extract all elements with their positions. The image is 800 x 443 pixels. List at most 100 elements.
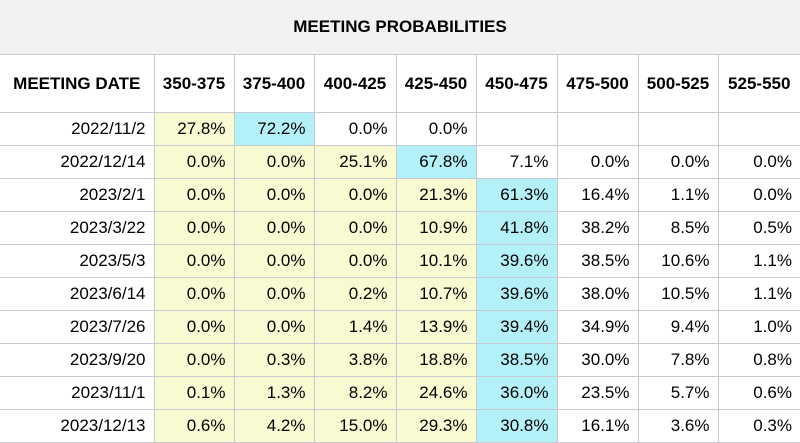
column-header-rate[interactable]: 525-550 [717,54,800,113]
column-header-rate[interactable]: 425-450 [395,54,477,113]
table-row: 2023/12/13 0.6% 4.2% 15.0% 29.3% 30.8% 16.1% 3.… [0,409,800,443]
probability-cell: 0.0% [717,178,800,212]
probability-cell: 0.0% [313,244,397,278]
probability-cell: 0.6% [153,409,235,443]
probability-cell: 13.9% [395,310,477,344]
probability-cell: 0.0% [153,178,235,212]
probability-cell: 0.6% [717,376,800,410]
table-row: 2023/3/22 0.0% 0.0% 0.0% 10.9% 41.8% 38.2% 8.5%… [0,211,800,245]
meeting-date-cell: 2023/12/13 [0,409,155,443]
probability-cell: 10.9% [395,211,477,245]
probability-cell [717,112,800,146]
probability-cell: 41.8% [475,211,558,245]
probability-cell: 0.0% [556,145,639,179]
meeting-date-cell: 2023/2/1 [0,178,155,212]
meeting-date-cell: 2023/6/14 [0,277,155,311]
probability-cell: 27.8% [153,112,235,146]
probability-cell: 0.0% [233,178,315,212]
probability-cell: 10.1% [395,244,477,278]
column-header-rate[interactable]: 475-500 [556,54,639,113]
probability-cell: 16.4% [556,178,639,212]
probability-cell: 7.8% [637,343,719,377]
column-header-meeting-date[interactable]: MEETING DATE [0,54,155,113]
column-header-rate[interactable]: 500-525 [637,54,719,113]
probability-cell: 0.5% [717,211,800,245]
table-row: 2023/7/26 0.0% 0.0% 1.4% 13.9% 39.4% 34.9% 9.4%… [0,310,800,344]
probability-cell: 0.2% [313,277,397,311]
probability-cell: 0.0% [313,211,397,245]
probability-cell: 21.3% [395,178,477,212]
probability-cell: 0.0% [637,145,719,179]
probability-cell: 10.5% [637,277,719,311]
probability-cell: 38.0% [556,277,639,311]
table-row: 2022/11/2 27.8% 72.2% 0.0% 0.0% [0,112,800,146]
probability-cell: 0.8% [717,343,800,377]
table-row: 2022/12/14 0.0% 0.0% 25.1% 67.8% 7.1% 0.0% 0.0%… [0,145,800,179]
probability-cell: 0.0% [233,244,315,278]
probability-cell: 0.0% [395,112,477,146]
column-header-rate[interactable]: 450-475 [475,54,558,113]
probability-cell: 0.0% [717,145,800,179]
probability-cell: 3.8% [313,343,397,377]
probability-cell: 29.3% [395,409,477,443]
column-header-rate[interactable]: 350-375 [153,54,235,113]
probability-cell: 15.0% [313,409,397,443]
probability-cell: 0.3% [717,409,800,443]
probability-cell: 0.0% [233,277,315,311]
probability-cell: 1.3% [233,376,315,410]
probability-cell: 0.0% [153,343,235,377]
probability-cell: 25.1% [313,145,397,179]
probability-cell: 24.6% [395,376,477,410]
probability-cell: 72.2% [233,112,315,146]
probability-cell: 67.8% [395,145,477,179]
meeting-date-cell: 2022/11/2 [0,112,155,146]
probability-cell: 0.0% [233,145,315,179]
meeting-date-cell: 2022/12/14 [0,145,155,179]
probability-cell: 38.5% [475,343,558,377]
probability-cell: 39.6% [475,277,558,311]
probability-cell: 0.0% [153,244,235,278]
probability-cell: 5.7% [637,376,719,410]
probability-cell [475,112,558,146]
header-row: MEETING DATE 350-375 375-400 400-425 425… [0,54,800,113]
probability-cell: 23.5% [556,376,639,410]
probability-cell: 30.0% [556,343,639,377]
probability-cell: 1.1% [717,244,800,278]
probability-cell: 0.0% [153,145,235,179]
probability-cell: 0.1% [153,376,235,410]
probability-cell: 1.1% [717,277,800,311]
column-header-rate[interactable]: 375-400 [233,54,315,113]
probability-cell: 1.4% [313,310,397,344]
meeting-date-cell: 2023/7/26 [0,310,155,344]
probability-cell: 1.0% [717,310,800,344]
table-row: 2023/5/3 0.0% 0.0% 0.0% 10.1% 39.6% 38.5% 10.6%… [0,244,800,278]
probability-cell: 61.3% [475,178,558,212]
table-title: MEETING PROBABILITIES [0,0,800,55]
table-row: 2023/9/20 0.0% 0.3% 3.8% 18.8% 38.5% 30.0% 7.8%… [0,343,800,377]
probability-cell: 3.6% [637,409,719,443]
probability-cell: 0.0% [313,112,397,146]
meeting-date-cell: 2023/9/20 [0,343,155,377]
column-header-rate[interactable]: 400-425 [313,54,397,113]
probability-cell: 0.0% [233,211,315,245]
probability-cell: 0.0% [153,310,235,344]
probability-cell: 8.5% [637,211,719,245]
probability-cell: 0.3% [233,343,315,377]
probability-cell: 8.2% [313,376,397,410]
probability-cell: 0.0% [313,178,397,212]
meeting-date-cell: 2023/11/1 [0,376,155,410]
probability-cell [637,112,719,146]
probability-cell: 34.9% [556,310,639,344]
meeting-date-cell: 2023/5/3 [0,244,155,278]
probability-cell: 39.6% [475,244,558,278]
probability-cell: 0.0% [153,277,235,311]
probability-cell: 30.8% [475,409,558,443]
probability-cell: 38.5% [556,244,639,278]
meeting-date-cell: 2023/3/22 [0,211,155,245]
probability-cell [556,112,639,146]
probability-cell: 0.0% [233,310,315,344]
probability-cell: 39.4% [475,310,558,344]
probability-cell: 38.2% [556,211,639,245]
